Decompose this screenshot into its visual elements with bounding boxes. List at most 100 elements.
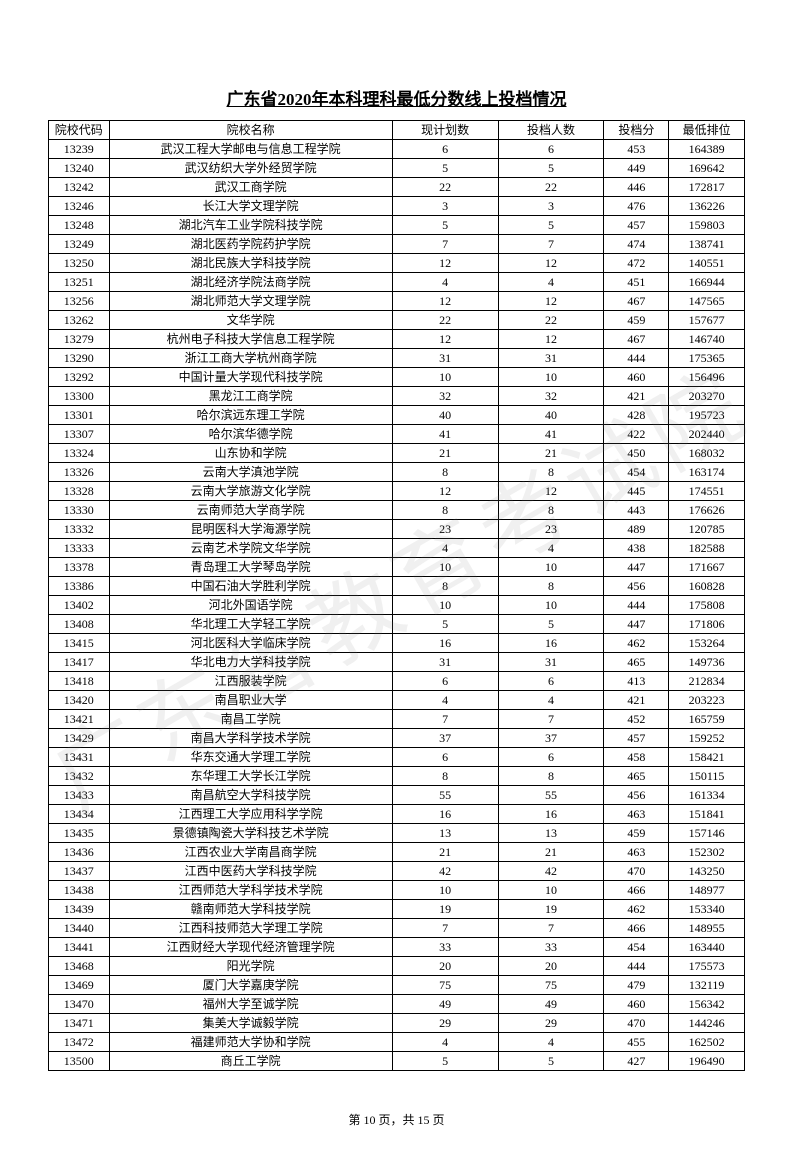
- table-cell: 8: [392, 767, 498, 786]
- table-cell: 13440: [49, 919, 110, 938]
- table-cell: 5: [392, 216, 498, 235]
- table-cell: 449: [604, 159, 669, 178]
- col-header-cast: 投档人数: [498, 121, 604, 140]
- table-cell: 20: [498, 957, 604, 976]
- table-cell: 6: [498, 748, 604, 767]
- table-cell: 157146: [669, 824, 745, 843]
- table-cell: 云南大学旅游文化学院: [109, 482, 392, 501]
- table-cell: 29: [392, 1014, 498, 1033]
- table-cell: 158421: [669, 748, 745, 767]
- table-row: 13438江西师范大学科学技术学院1010466148977: [49, 881, 745, 900]
- table-cell: 13307: [49, 425, 110, 444]
- table-cell: 149736: [669, 653, 745, 672]
- table-cell: 474: [604, 235, 669, 254]
- table-cell: 444: [604, 596, 669, 615]
- table-cell: 云南师范大学商学院: [109, 501, 392, 520]
- table-cell: 湖北师范大学文理学院: [109, 292, 392, 311]
- table-cell: 450: [604, 444, 669, 463]
- table-cell: 6: [498, 140, 604, 159]
- table-cell: 479: [604, 976, 669, 995]
- table-cell: 13326: [49, 463, 110, 482]
- table-cell: 13408: [49, 615, 110, 634]
- table-cell: 136226: [669, 197, 745, 216]
- table-row: 13435景德镇陶瓷大学科技艺术学院1313459157146: [49, 824, 745, 843]
- table-cell: 哈尔滨远东理工学院: [109, 406, 392, 425]
- table-cell: 157677: [669, 311, 745, 330]
- table-cell: 428: [604, 406, 669, 425]
- table-row: 13415河北医科大学临床学院1616462153264: [49, 634, 745, 653]
- table-cell: 19: [392, 900, 498, 919]
- table-cell: 152302: [669, 843, 745, 862]
- table-cell: 444: [604, 957, 669, 976]
- table-cell: 商丘工学院: [109, 1052, 392, 1071]
- table-row: 13333云南艺术学院文华学院44438182588: [49, 539, 745, 558]
- table-cell: 438: [604, 539, 669, 558]
- table-cell: 河北医科大学临床学院: [109, 634, 392, 653]
- table-row: 13417华北电力大学科技学院3131465149736: [49, 653, 745, 672]
- table-cell: 421: [604, 691, 669, 710]
- table-cell: 13239: [49, 140, 110, 159]
- table-cell: 49: [498, 995, 604, 1014]
- table-cell: 455: [604, 1033, 669, 1052]
- table-cell: 452: [604, 710, 669, 729]
- table-cell: 32: [392, 387, 498, 406]
- table-cell: 云南艺术学院文华学院: [109, 539, 392, 558]
- table-row: 13432东华理工大学长江学院88465150115: [49, 767, 745, 786]
- table-cell: 132119: [669, 976, 745, 995]
- table-cell: 463: [604, 805, 669, 824]
- table-row: 13250湖北民族大学科技学院1212472140551: [49, 254, 745, 273]
- table-cell: 13250: [49, 254, 110, 273]
- table-cell: 41: [392, 425, 498, 444]
- table-cell: 5: [392, 159, 498, 178]
- table-cell: 13421: [49, 710, 110, 729]
- table-cell: 福州大学至诚学院: [109, 995, 392, 1014]
- col-header-name: 院校名称: [109, 121, 392, 140]
- table-cell: 5: [498, 615, 604, 634]
- table-cell: 163174: [669, 463, 745, 482]
- table-cell: 42: [498, 862, 604, 881]
- table-cell: 174551: [669, 482, 745, 501]
- table-cell: 厦门大学嘉庚学院: [109, 976, 392, 995]
- table-row: 13330云南师范大学商学院88443176626: [49, 501, 745, 520]
- table-cell: 37: [392, 729, 498, 748]
- table-cell: 16: [392, 805, 498, 824]
- table-cell: 459: [604, 311, 669, 330]
- table-row: 13441江西财经大学现代经济管理学院3333454163440: [49, 938, 745, 957]
- table-cell: 13262: [49, 311, 110, 330]
- table-cell: 159803: [669, 216, 745, 235]
- footer-prefix: 第: [348, 1113, 363, 1127]
- table-cell: 13415: [49, 634, 110, 653]
- table-cell: 42: [392, 862, 498, 881]
- table-cell: 40: [392, 406, 498, 425]
- table-cell: 13251: [49, 273, 110, 292]
- table-cell: 148955: [669, 919, 745, 938]
- table-cell: 云南大学滇池学院: [109, 463, 392, 482]
- table-cell: 21: [498, 444, 604, 463]
- table-cell: 10: [392, 596, 498, 615]
- table-cell: 4: [392, 539, 498, 558]
- table-row: 13307哈尔滨华德学院4141422202440: [49, 425, 745, 444]
- table-cell: 144246: [669, 1014, 745, 1033]
- table-cell: 49: [392, 995, 498, 1014]
- table-row: 13300黑龙江工商学院3232421203270: [49, 387, 745, 406]
- table-cell: 13417: [49, 653, 110, 672]
- table-cell: 13330: [49, 501, 110, 520]
- table-cell: 22: [498, 178, 604, 197]
- table-cell: 7: [392, 235, 498, 254]
- table-cell: 8: [392, 463, 498, 482]
- table-cell: 13441: [49, 938, 110, 957]
- table-cell: 13324: [49, 444, 110, 463]
- table-cell: 赣南师范大学科技学院: [109, 900, 392, 919]
- table-cell: 13433: [49, 786, 110, 805]
- table-cell: 203270: [669, 387, 745, 406]
- table-cell: 13439: [49, 900, 110, 919]
- table-cell: 黑龙江工商学院: [109, 387, 392, 406]
- table-cell: 青岛理工大学琴岛学院: [109, 558, 392, 577]
- table-cell: 422: [604, 425, 669, 444]
- table-cell: 172817: [669, 178, 745, 197]
- table-row: 13332昆明医科大学海源学院2323489120785: [49, 520, 745, 539]
- table-cell: 华北电力大学科技学院: [109, 653, 392, 672]
- table-cell: 55: [392, 786, 498, 805]
- table-cell: 4: [498, 691, 604, 710]
- footer-suffix: 页: [430, 1113, 445, 1127]
